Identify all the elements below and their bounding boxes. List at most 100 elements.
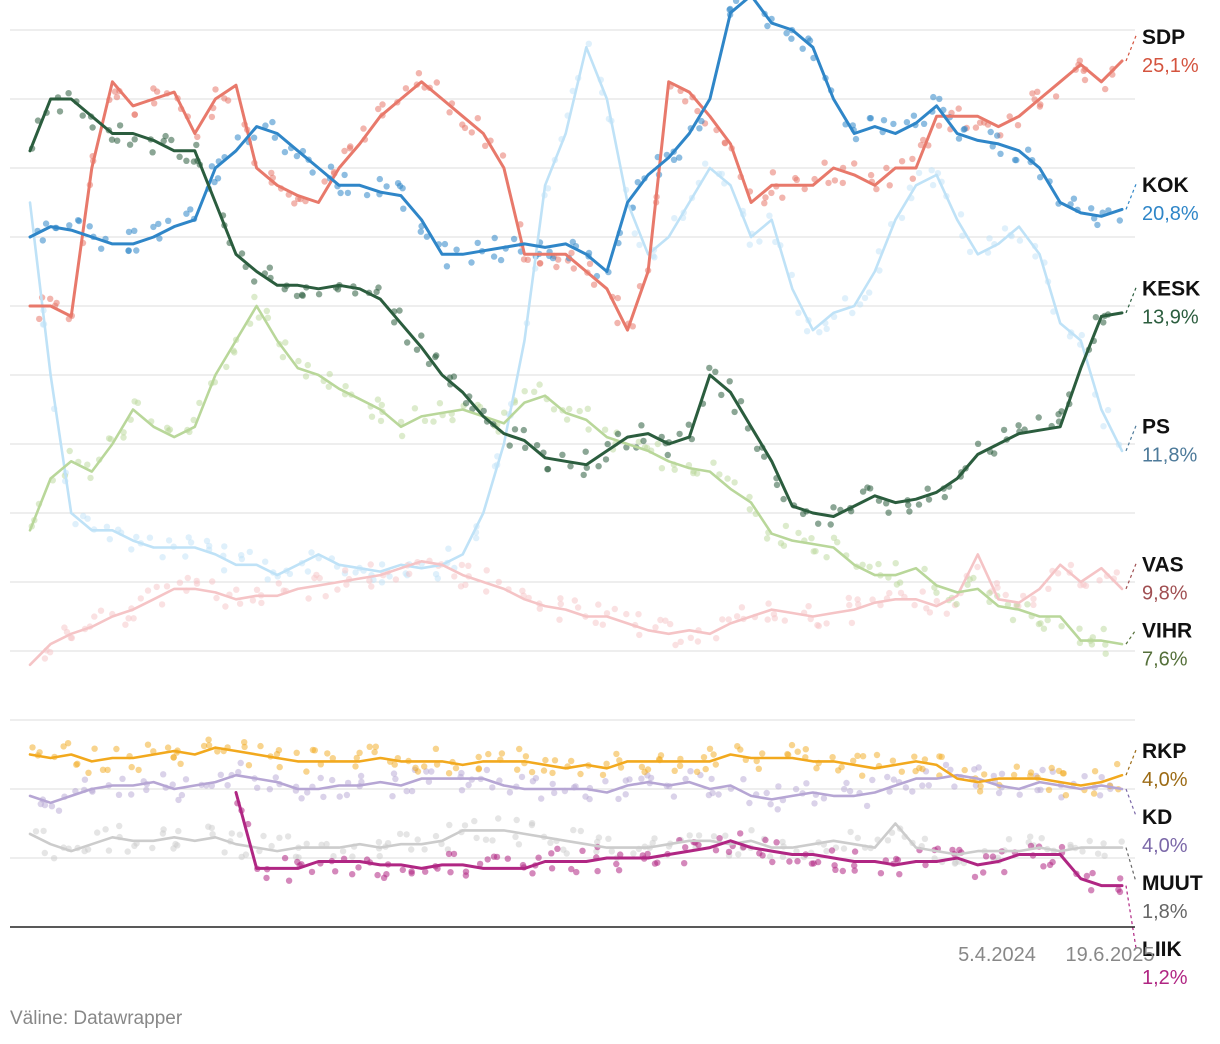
poll-dot-kok <box>42 220 50 227</box>
poll-dot-liik <box>554 845 561 852</box>
series-line-vas <box>28 553 1124 667</box>
poll-dot-kd <box>115 791 123 798</box>
poll-dot-kd <box>869 776 876 784</box>
poll-dot-rkp <box>577 770 584 778</box>
poll-dot-vihr <box>374 396 382 403</box>
poll-dot-vihr <box>763 535 771 542</box>
poll-dot-muut <box>349 853 356 860</box>
poll-dot-rkp <box>241 739 248 746</box>
poll-dot-muut <box>414 836 421 843</box>
poll-dot-sdp <box>346 145 354 152</box>
poll-dot-kd <box>182 776 190 783</box>
poll-dot-kd <box>746 799 753 807</box>
poll-dot-ps <box>308 549 315 556</box>
poll-dot-vihr <box>576 407 583 415</box>
poll-dot-vas <box>137 595 144 602</box>
poll-dot-ps <box>185 534 192 541</box>
poll-dot-kd <box>506 789 514 796</box>
poll-dot-sdp <box>1029 90 1036 97</box>
poll-dot-vihr <box>264 314 272 321</box>
poll-dot-kd <box>638 775 645 782</box>
poll-dot-rkp <box>859 753 867 760</box>
poll-dot-kok <box>676 154 683 161</box>
poll-dot-vas <box>886 589 893 597</box>
poll-dot-ps <box>544 185 552 192</box>
poll-dot-sdp <box>1102 85 1109 93</box>
poll-dot-vas <box>275 580 282 587</box>
poll-dot-rkp <box>549 769 556 777</box>
poll-dot-rkp <box>706 745 714 752</box>
poll-dot-kok <box>1025 146 1032 153</box>
poll-dot-muut <box>1100 840 1107 847</box>
poll-dot-muut <box>1086 837 1093 845</box>
poll-dot-kesk <box>238 250 246 257</box>
poll-dot-kok <box>309 169 316 176</box>
poll-dot-vihr <box>325 383 332 390</box>
poll-dot-ps <box>146 534 154 541</box>
poll-dot-liik <box>355 864 362 871</box>
series-line-kesk <box>28 97 1124 518</box>
poll-dot-muut <box>175 827 182 835</box>
poll-dot-liik <box>1049 858 1056 866</box>
poll-dot-vas <box>592 619 599 626</box>
series-line-muut <box>28 822 1124 856</box>
poll-dot-sdp <box>151 100 158 107</box>
poll-dot-rkp <box>540 767 548 774</box>
poll-dot-kok <box>880 117 888 124</box>
poll-dot-vihr <box>1076 625 1083 632</box>
label-connector-rkp <box>1125 749 1137 776</box>
poll-dot-rkp <box>802 746 809 753</box>
poll-dot-vihr <box>1037 620 1044 627</box>
poll-dot-vihr <box>584 405 591 412</box>
poll-dot-kd <box>423 768 430 775</box>
poll-dot-sdp <box>268 169 275 177</box>
poll-dot-kesk <box>580 471 587 479</box>
poll-dot-muut <box>228 830 235 837</box>
poll-dot-kok <box>510 235 518 243</box>
poll-dot-kd <box>390 770 398 777</box>
poll-dot-ps <box>238 555 246 563</box>
poll-dot-ps <box>875 248 883 255</box>
poll-dot-vihr <box>421 417 429 424</box>
poll-dot-kd <box>272 774 279 781</box>
poll-dot-kd <box>775 783 782 790</box>
poll-dot-kok <box>183 210 190 217</box>
poll-dot-vas <box>322 593 329 600</box>
poll-dot-sdp <box>920 136 927 144</box>
poll-dot-sdp <box>499 152 507 159</box>
poll-dot-kesk <box>604 440 611 448</box>
poll-dot-liik <box>476 860 484 868</box>
poll-dot-kesk <box>974 440 982 447</box>
poll-dot-rkp <box>737 746 744 753</box>
poll-dot-muut <box>396 830 404 838</box>
poll-dot-rkp <box>85 769 92 776</box>
poll-dot-muut <box>686 832 693 839</box>
series-name-ps: PS <box>1142 416 1170 439</box>
poll-dot-sdp <box>793 176 800 183</box>
poll-dot-rkp <box>113 745 120 753</box>
poll-dot-ps <box>702 160 709 167</box>
poll-dot-rkp <box>1091 768 1099 775</box>
poll-dot-kok <box>1011 156 1019 164</box>
poll-dot-vas <box>815 622 822 630</box>
poll-dot-rkp <box>99 766 107 773</box>
poll-dot-vihr <box>724 475 731 482</box>
poll-dot-vihr <box>84 461 91 468</box>
poll-dot-kok <box>903 119 911 126</box>
poll-dot-liik <box>1083 872 1091 880</box>
poll-dot-kesk <box>183 157 190 164</box>
poll-dot-kesk <box>544 466 551 473</box>
label-connector-vas <box>1125 563 1137 590</box>
poll-dot-rkp <box>177 760 184 767</box>
poll-dot-liik <box>484 856 491 863</box>
poll-dot-vas <box>687 634 694 641</box>
poll-dot-vas <box>943 610 950 617</box>
poll-dot-muut <box>482 836 490 843</box>
poll-dot-vas <box>1045 585 1052 592</box>
poll-dot-liik <box>445 850 453 858</box>
poll-dot-ps <box>1078 331 1086 339</box>
poll-dot-muut <box>149 844 156 852</box>
poll-dot-kesk <box>827 521 834 528</box>
poll-dot-kesk <box>799 510 807 518</box>
poll-dot-ps <box>876 267 883 274</box>
